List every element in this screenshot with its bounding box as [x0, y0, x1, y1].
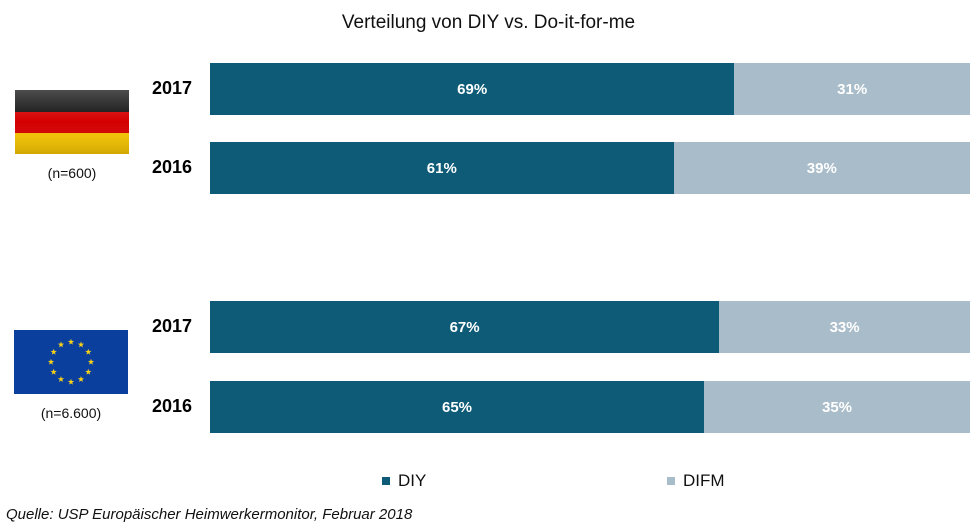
data-label-difm: 35% [821, 398, 853, 416]
bar-difm-2017: 31% [734, 63, 970, 115]
eu-star-icon [85, 368, 92, 375]
eu-sample-size: (n=6.600) [40, 405, 102, 421]
bar-difm-2016: 35% [704, 381, 970, 433]
eu-star-icon [67, 378, 75, 385]
data-label-diy: 65% [441, 398, 473, 416]
data-label-difm: 31% [837, 80, 868, 98]
germany-sample-size: (n=600) [47, 165, 97, 181]
data-label-difm: 33% [829, 318, 860, 336]
bar-diy-2016: 65% [210, 381, 704, 433]
legend-swatch-difm [667, 477, 675, 485]
eu-star-icon [57, 341, 65, 348]
legend-item-diy: DIY [382, 471, 426, 491]
data-label-diy: 67% [449, 318, 480, 336]
data-label-diy: 61% [426, 159, 457, 177]
eu-star-icon [67, 338, 75, 345]
data-label-difm: 39% [806, 159, 837, 177]
legend-swatch-diy [382, 477, 390, 485]
legend-label-difm: DIFM [683, 471, 725, 490]
source-note: Quelle: USP Europäischer Heimwerkermonit… [6, 506, 413, 523]
eu-star-icon [50, 348, 57, 355]
year-label: 2017 [151, 316, 192, 336]
bar-diy-2017: 69% [210, 63, 735, 115]
legend-label-diy: DIY [398, 471, 427, 490]
data-label-diy: 69% [457, 80, 488, 98]
eu-star-icon [50, 368, 57, 375]
eu-flag [14, 330, 128, 394]
eu-star-icon [77, 341, 85, 348]
legend-item-difm: DIFM [667, 471, 725, 491]
year-label: 2016 [151, 396, 192, 416]
eu-star-icon [87, 358, 95, 365]
year-label: 2017 [151, 78, 192, 98]
bar-diy-2016: 61% [210, 142, 674, 194]
bar-difm-2017: 33% [719, 301, 970, 353]
eu-star-icon [47, 358, 55, 365]
germany-flag [15, 90, 129, 154]
bar-difm-2016: 39% [673, 142, 970, 194]
bar-diy-2017: 67% [210, 301, 720, 353]
eu-star-icon [85, 348, 92, 355]
year-label: 2016 [151, 157, 192, 177]
eu-star-icon [77, 376, 85, 382]
eu-star-icon [57, 376, 65, 382]
chart-title: Verteilung von DIY vs. Do-it-for-me [341, 12, 636, 33]
